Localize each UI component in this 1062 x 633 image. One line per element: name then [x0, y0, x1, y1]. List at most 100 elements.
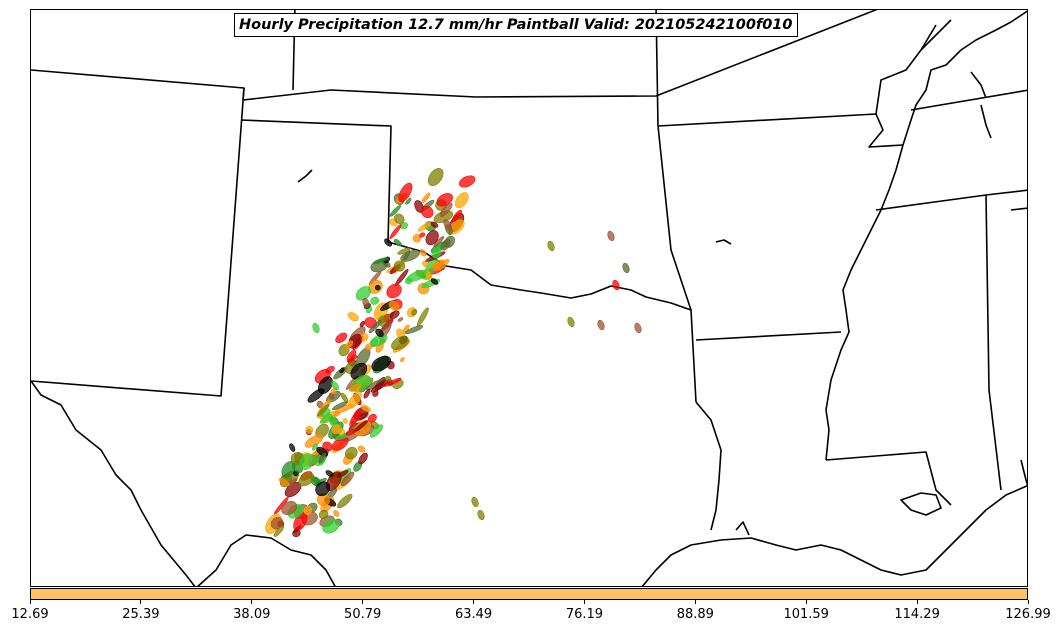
border-line	[910, 89, 1027, 111]
precip-blob	[371, 355, 391, 372]
precip-blob	[348, 383, 362, 392]
precip-blob	[451, 209, 462, 223]
border-line	[875, 189, 1027, 211]
precip-blob	[375, 328, 384, 338]
precip-blob	[315, 481, 331, 497]
precip-blob	[375, 284, 381, 291]
precip-blob	[398, 182, 413, 203]
colorbar-tick-label: 38.09	[233, 607, 271, 622]
precip-blob	[292, 529, 301, 538]
precip-blob	[547, 240, 555, 252]
precip-blob	[312, 443, 318, 451]
precip-blob	[362, 297, 370, 309]
precip-blob	[397, 317, 404, 322]
border-line	[695, 401, 722, 531]
precip-blob	[318, 376, 333, 395]
precip-blob	[444, 235, 455, 248]
precip-blob	[612, 279, 620, 291]
precip-blob	[417, 307, 429, 327]
precip-blob	[411, 308, 418, 316]
border-line	[825, 144, 904, 461]
precip-blob	[278, 478, 290, 487]
precip-blob	[388, 300, 400, 311]
colorbar-tick-label: 50.79	[344, 607, 382, 622]
colorbar-tick	[1027, 600, 1029, 604]
precip-blob	[305, 425, 314, 434]
precip-blob	[370, 333, 388, 347]
precip-blob	[471, 496, 479, 508]
precip-blob	[344, 446, 358, 460]
precip-blob	[386, 283, 402, 299]
precip-blob	[459, 175, 476, 188]
colorbar-tick-label: 101.59	[783, 607, 829, 622]
colorbar-tick	[916, 600, 918, 604]
border-line	[641, 484, 1027, 586]
precip-blob	[405, 197, 412, 205]
colorbar	[30, 588, 1028, 600]
state-borders	[31, 10, 1027, 586]
precip-blob	[430, 221, 439, 228]
precip-blob	[607, 230, 615, 242]
precip-blob	[419, 249, 427, 257]
colorbar-tick-label: 25.39	[122, 607, 160, 622]
colorbar-tick	[29, 600, 31, 604]
precip-blob	[567, 316, 575, 328]
precip-blob	[357, 445, 366, 453]
border-line	[980, 104, 992, 139]
colorbar-tick	[583, 600, 585, 604]
border-line	[31, 87, 245, 397]
precip-blob	[385, 375, 392, 382]
colorbar-tick-label: 126.99	[1005, 607, 1051, 622]
border-line	[735, 521, 750, 536]
precip-blob	[345, 428, 357, 436]
border-line	[970, 71, 987, 99]
precip-blob	[347, 312, 359, 322]
precip-blob	[333, 510, 340, 517]
precip-blob	[421, 205, 434, 219]
map-title: Hourly Precipitation 12.7 mm/hr Paintbal…	[234, 13, 798, 37]
border-line	[695, 331, 842, 341]
border-line	[31, 380, 196, 586]
precip-blob	[427, 168, 444, 186]
precip-blob	[360, 404, 371, 412]
precip-blob	[430, 278, 439, 285]
precip-blob	[389, 224, 402, 240]
precip-blob	[322, 518, 340, 534]
precip-blob	[406, 270, 427, 282]
border-line	[1020, 459, 1027, 487]
precip-blob	[281, 500, 298, 516]
precip-blob	[400, 249, 420, 262]
precip-blob	[417, 222, 432, 232]
precip-blob	[349, 408, 362, 427]
precip-blob	[622, 262, 630, 274]
border-line	[902, 10, 1027, 146]
border-line	[387, 241, 692, 311]
border-line	[920, 19, 952, 51]
colorbar-tick	[251, 600, 253, 604]
precip-blob	[331, 424, 341, 435]
precip-paintballs	[265, 168, 642, 538]
precip-blob	[273, 525, 285, 537]
colorbar-tick	[362, 600, 364, 604]
precip-blob	[337, 494, 353, 509]
precip-blob	[332, 401, 348, 411]
colorbar-tick-label: 63.49	[454, 607, 493, 622]
precip-blob	[443, 219, 452, 231]
precip-blob	[298, 472, 315, 487]
precip-blob	[419, 232, 426, 238]
colorbar-tick-label: 114.29	[894, 607, 940, 622]
precip-blob	[318, 452, 326, 464]
border-line	[657, 113, 904, 148]
precip-blob	[391, 336, 409, 350]
precip-blob	[355, 286, 371, 301]
precip-blob	[425, 230, 439, 246]
precip-blob	[404, 325, 424, 335]
precip-blob	[422, 260, 429, 268]
precip-blob	[397, 247, 411, 255]
precip-blob	[454, 192, 469, 209]
border-line	[985, 194, 1002, 491]
precip-blob	[335, 332, 348, 344]
precip-blob	[384, 238, 393, 247]
precip-blob	[597, 319, 605, 331]
colorbar-tick-label: 12.69	[11, 607, 49, 622]
